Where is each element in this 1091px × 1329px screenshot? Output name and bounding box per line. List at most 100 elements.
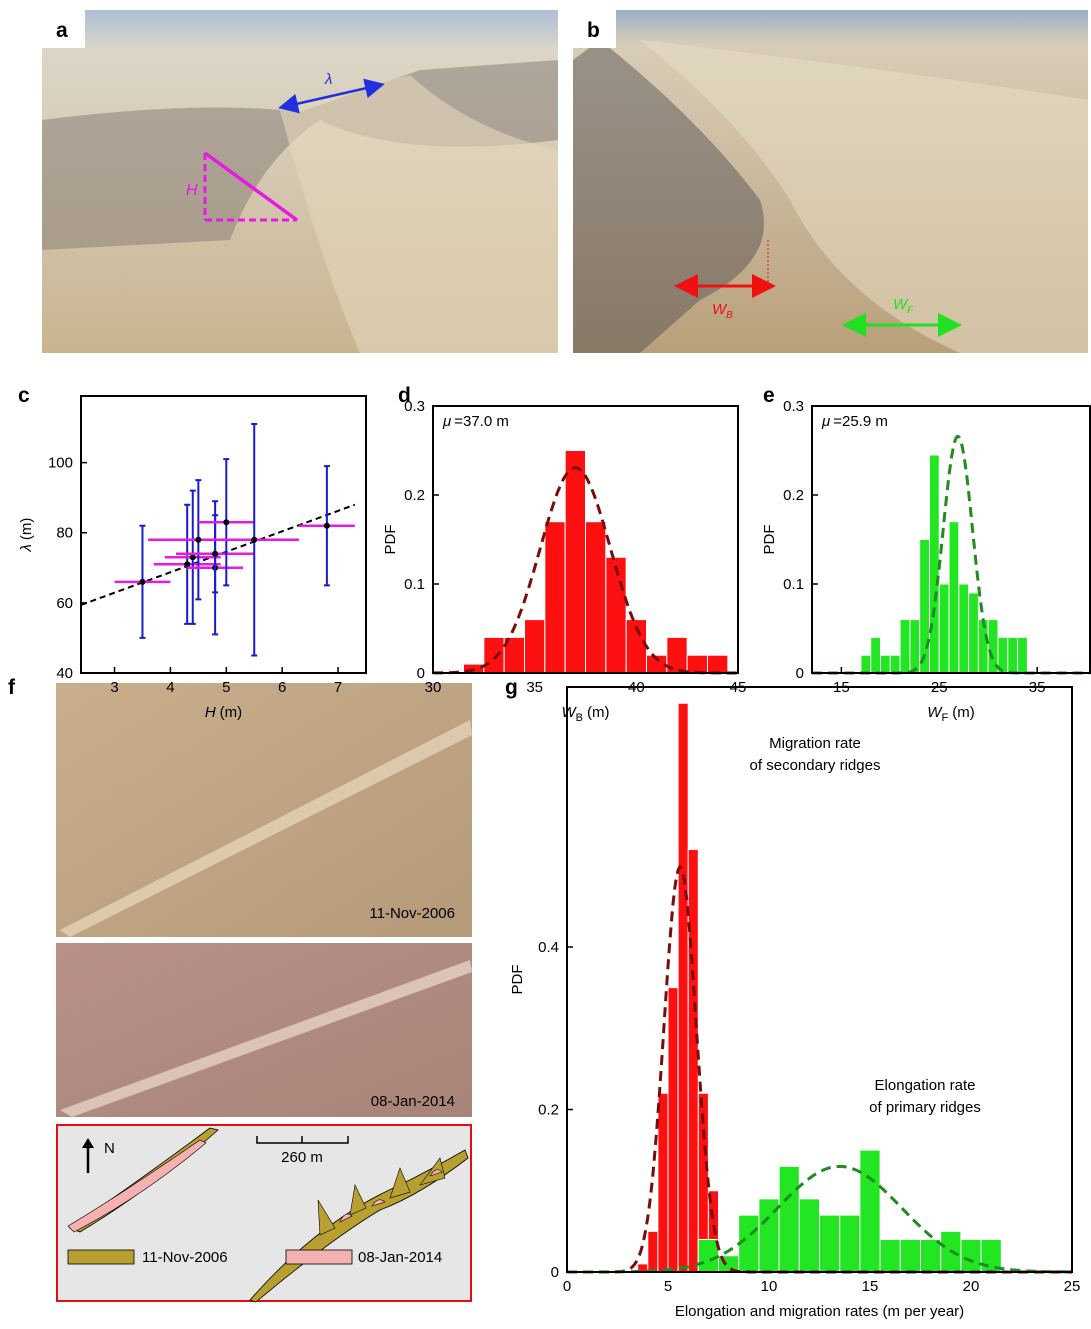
note: of primary ridges [869, 1099, 981, 1116]
symbol: W [893, 296, 909, 313]
note: of secondary ridges [750, 757, 881, 774]
date-label: 08-Jan-2014 [371, 1093, 455, 1110]
point [251, 536, 258, 543]
wb-label: WB [712, 301, 733, 321]
satellite-image [56, 683, 472, 937]
slope-line [203, 151, 299, 222]
note: Migration rate [769, 735, 861, 752]
bar [968, 592, 979, 674]
bar [909, 619, 921, 674]
y-tick-label: 80 [56, 525, 73, 542]
bar [707, 654, 729, 674]
bar [928, 454, 940, 674]
bar [889, 654, 901, 674]
y-tick-label: 60 [56, 595, 73, 612]
wf-label: WF [893, 296, 914, 316]
plot-frame [566, 686, 1073, 1273]
ridge-2014 [67, 1139, 207, 1233]
plot-frame [432, 405, 739, 674]
lambda-label: λ [324, 71, 332, 88]
bar [948, 521, 960, 674]
x-tick-label: 5 [664, 1278, 672, 1295]
bar [677, 702, 689, 1273]
axis-label: μ =25.9 m [821, 413, 888, 430]
dune-crest [280, 75, 558, 353]
symbol: λ [18, 544, 35, 552]
point [223, 519, 230, 526]
legend-swatch [67, 1249, 135, 1265]
bar [870, 636, 882, 674]
height-label: H [186, 182, 198, 199]
bar [920, 1239, 942, 1273]
panel-letter: b [587, 19, 600, 42]
secondary-ridge-2014 [339, 1169, 443, 1223]
symbol: H [205, 704, 216, 721]
point [189, 554, 196, 561]
panel-letter: e [763, 384, 775, 407]
bar [483, 636, 505, 674]
bar [899, 619, 911, 674]
symbol: W [712, 301, 728, 318]
panel-letter-box [573, 10, 616, 48]
bar [798, 1198, 820, 1273]
point [195, 536, 202, 543]
panel-letter: c [18, 384, 30, 407]
bar [860, 654, 872, 674]
axis-label: H (m) [205, 704, 242, 721]
x-tick-label: 4 [166, 679, 174, 696]
axis-label: PDF [382, 525, 399, 555]
y-tick-label: 0.4 [538, 939, 559, 956]
ridge [60, 720, 472, 937]
subscript: B [726, 310, 733, 321]
unit: (m) [587, 704, 610, 721]
y-tick-label: 0.1 [783, 576, 804, 593]
note: Elongation rate [875, 1077, 976, 1094]
ridge-2006 [249, 1149, 469, 1303]
map [56, 1124, 472, 1302]
bar [819, 1214, 841, 1273]
axis-label: λ (m) [18, 518, 35, 553]
point [212, 550, 219, 557]
scale-label: 260 m [281, 1149, 323, 1166]
dune-crest [640, 40, 1088, 353]
x-tick-label: 10 [761, 1278, 778, 1295]
legend-swatch [285, 1249, 353, 1265]
axis-label: Elongation and migration rates (m per ye… [675, 1303, 964, 1320]
axis-label: WB (m) [561, 704, 609, 724]
unit: (m) [952, 704, 975, 721]
bar [697, 1239, 719, 1273]
x-tick-label: 20 [963, 1278, 980, 1295]
axis-label: PDF [761, 525, 778, 555]
x-tick-label: 3 [110, 679, 118, 696]
symbol: μ [442, 413, 451, 430]
point [184, 561, 191, 568]
y-tick-label: 0.2 [538, 1102, 559, 1119]
x-tick-label: 7 [334, 679, 342, 696]
y-tick-label: 0.3 [783, 398, 804, 415]
y-tick-label: 0.3 [404, 398, 425, 415]
point [323, 522, 330, 529]
plot-frame [811, 405, 1091, 674]
photo-b: b WB WF [573, 10, 1088, 353]
bar [667, 987, 679, 1273]
legend-label: 11-Nov-2006 [142, 1249, 228, 1266]
date-label: 11-Nov-2006 [369, 905, 455, 922]
subscript: B [576, 712, 583, 724]
bar [839, 1214, 861, 1273]
scale-bar [256, 1136, 349, 1144]
x-tick-label: 0 [563, 1278, 571, 1295]
subscript: F [907, 305, 914, 316]
bar [960, 1239, 982, 1273]
y-tick-label: 0.2 [783, 487, 804, 504]
symbol: W [927, 704, 943, 721]
bar [938, 583, 950, 674]
y-tick-label: 100 [48, 455, 73, 472]
y-tick-label: 0.2 [404, 487, 425, 504]
north-arrowhead [82, 1138, 94, 1148]
bar [879, 1239, 901, 1273]
ridge [60, 960, 472, 1117]
panel-letter: f [8, 676, 16, 699]
legend-label: 08-Jan-2014 [358, 1249, 442, 1266]
x-tick-label: 15 [862, 1278, 879, 1295]
x-tick-label: 6 [278, 679, 286, 696]
